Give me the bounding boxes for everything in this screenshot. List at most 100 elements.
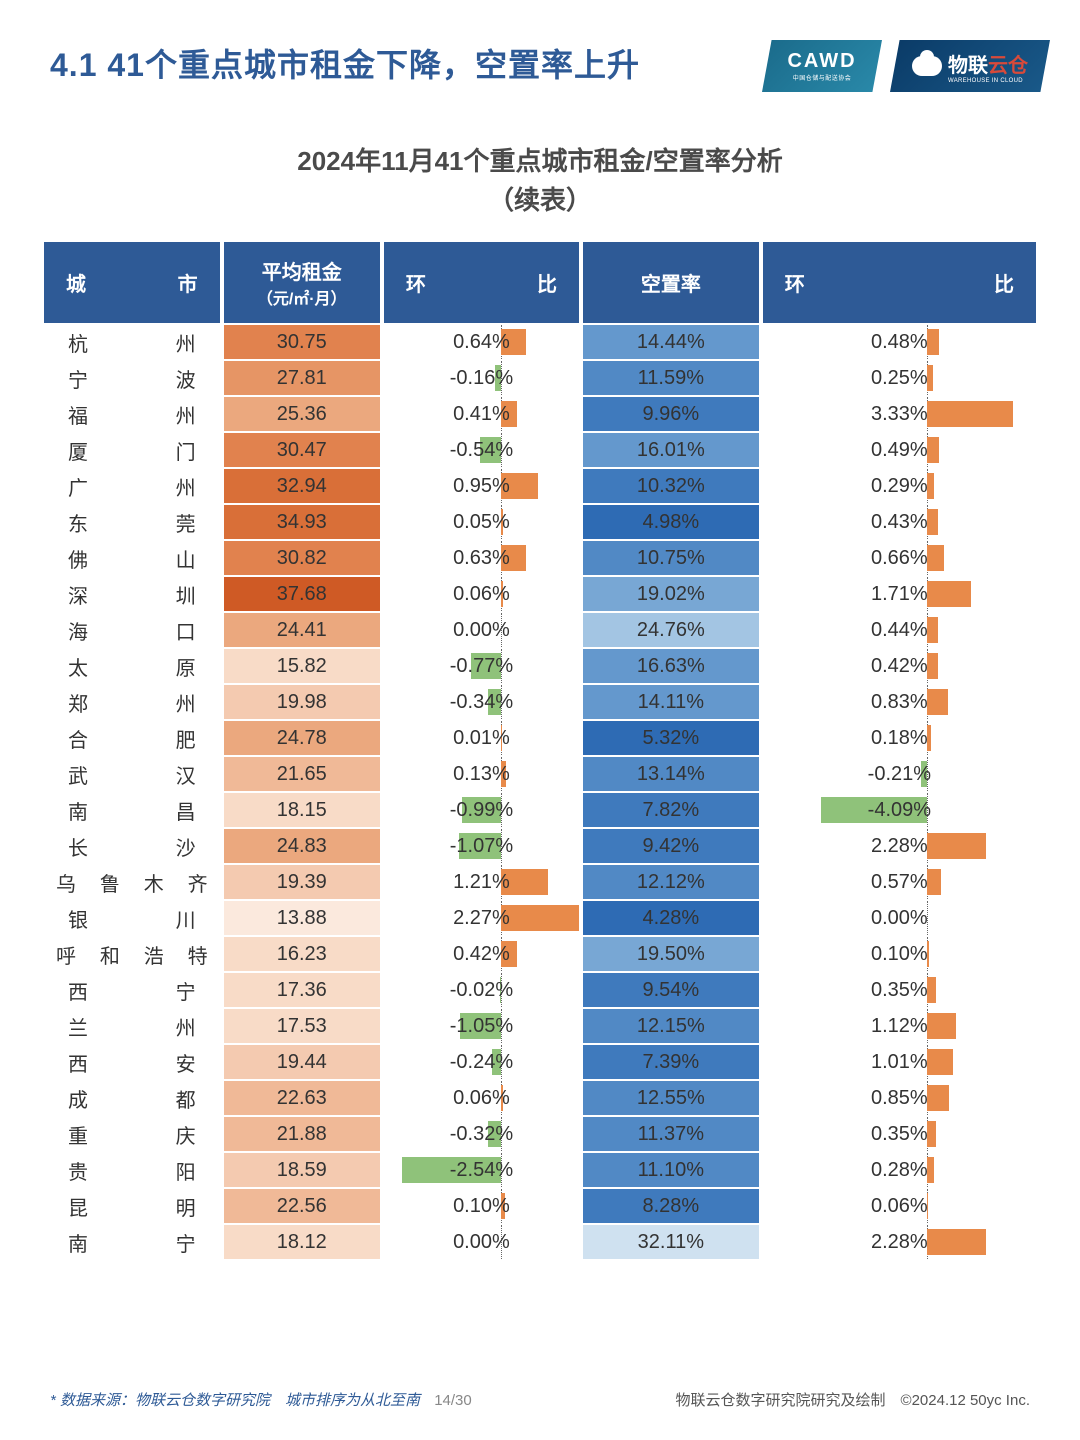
rent-mom-cell: -0.24% [384, 1045, 579, 1079]
vacancy-mom-cell: 0.25% [763, 361, 1036, 395]
vacancy-mom-cell: 0.57% [763, 865, 1036, 899]
rent-mom-cell: 0.41% [384, 397, 579, 431]
vacancy-mom-cell: 2.28% [763, 1225, 1036, 1259]
table-title: 2024年11月41个重点城市租金/空置率分析 （续表） [0, 142, 1080, 220]
table-row: 贵阳18.59-2.54%11.10%0.28% [44, 1153, 1036, 1187]
vacancy-mom-cell: 0.35% [763, 973, 1036, 1007]
vacancy-cell: 5.32% [583, 721, 759, 755]
header: 4.1 41个重点城市租金下降，空置率上升 CAWD 中国仓储与配送协会 物联云… [0, 0, 1080, 102]
vacancy-mom-cell: 1.01% [763, 1045, 1036, 1079]
vacancy-cell: 4.28% [583, 901, 759, 935]
vacancy-cell: 12.15% [583, 1009, 759, 1043]
vacancy-mom-cell: 0.83% [763, 685, 1036, 719]
city-name: 兰州 [44, 1012, 220, 1041]
rent-cell: 16.23 [224, 937, 380, 971]
city-name: 厦门 [44, 436, 220, 465]
vacancy-mom-cell: 0.35% [763, 1117, 1036, 1151]
footer-source: * 数据来源：物联云仓数字研究院 城市排序为从北至南 [50, 1392, 420, 1409]
page-title: 4.1 41个重点城市租金下降，空置率上升 [50, 40, 640, 86]
rent-mom-cell: -0.32% [384, 1117, 579, 1151]
vacancy-cell: 10.75% [583, 541, 759, 575]
city-name: 海口 [44, 616, 220, 645]
city-name: 杭州 [44, 328, 220, 357]
rent-cell: 22.63 [224, 1081, 380, 1115]
city-name: 郑州 [44, 688, 220, 717]
city-name: 重庆 [44, 1120, 220, 1149]
footer-credit: 物联云仓数字研究院研究及绘制 ©2024.12 50yc Inc. [676, 1389, 1030, 1410]
vacancy-cell: 11.59% [583, 361, 759, 395]
rent-cell: 37.68 [224, 577, 380, 611]
vacancy-cell: 8.28% [583, 1189, 759, 1223]
city-name: 太原 [44, 652, 220, 681]
table-row: 昆明22.560.10%8.28%0.06% [44, 1189, 1036, 1223]
rent-cell: 19.44 [224, 1045, 380, 1079]
rent-mom-cell: 1.21% [384, 865, 579, 899]
rent-cell: 19.39 [224, 865, 380, 899]
vacancy-mom-cell: 0.28% [763, 1153, 1036, 1187]
vacancy-mom-cell: 0.44% [763, 613, 1036, 647]
rent-mom-cell: 0.42% [384, 937, 579, 971]
cawd-logo: CAWD 中国仓储与配送协会 [762, 40, 882, 92]
table-row: 宁波27.81-0.16%11.59%0.25% [44, 361, 1036, 395]
vacancy-cell: 11.37% [583, 1117, 759, 1151]
rent-mom-cell: 2.27% [384, 901, 579, 935]
rent-cell: 21.65 [224, 757, 380, 791]
rent-cell: 27.81 [224, 361, 380, 395]
th-city: 城市 [44, 242, 220, 323]
vacancy-cell: 9.42% [583, 829, 759, 863]
vacancy-cell: 9.54% [583, 973, 759, 1007]
vacancy-mom-cell: 2.28% [763, 829, 1036, 863]
city-name: 佛山 [44, 544, 220, 573]
th-rent: 平均租金（元/㎡·月） [224, 242, 380, 323]
city-name: 成都 [44, 1084, 220, 1113]
table-row: 佛山30.820.63%10.75%0.66% [44, 541, 1036, 575]
city-name: 西安 [44, 1048, 220, 1077]
table-row: 厦门30.47-0.54%16.01%0.49% [44, 433, 1036, 467]
city-name: 银川 [44, 904, 220, 933]
vacancy-mom-cell: 3.33% [763, 397, 1036, 431]
city-name: 呼和浩特 [44, 940, 220, 969]
city-name: 东莞 [44, 508, 220, 537]
city-name: 贵阳 [44, 1156, 220, 1185]
vacancy-mom-cell: 0.49% [763, 433, 1036, 467]
vacancy-mom-cell: 0.29% [763, 469, 1036, 503]
rent-cell: 24.41 [224, 613, 380, 647]
footer: * 数据来源：物联云仓数字研究院 城市排序为从北至南 14/30 物联云仓数字研… [0, 1389, 1080, 1410]
rent-mom-cell: 0.01% [384, 721, 579, 755]
rent-mom-cell: -0.16% [384, 361, 579, 395]
rent-cell: 18.15 [224, 793, 380, 827]
vacancy-mom-cell: 0.48% [763, 325, 1036, 359]
wlyc-logo-text: 物联云仓 [948, 49, 1028, 78]
rent-mom-cell: -0.02% [384, 973, 579, 1007]
rent-mom-cell: 0.95% [384, 469, 579, 503]
vacancy-mom-cell: 0.18% [763, 721, 1036, 755]
table-row: 深圳37.680.06%19.02%1.71% [44, 577, 1036, 611]
vacancy-mom-cell: 0.00% [763, 901, 1036, 935]
vacancy-cell: 12.12% [583, 865, 759, 899]
table-row: 银川13.882.27%4.28%0.00% [44, 901, 1036, 935]
vacancy-cell: 16.63% [583, 649, 759, 683]
table-row: 呼和浩特16.230.42%19.50%0.10% [44, 937, 1036, 971]
vacancy-mom-cell: 1.12% [763, 1009, 1036, 1043]
vacancy-mom-cell: 0.42% [763, 649, 1036, 683]
rent-mom-cell: -1.05% [384, 1009, 579, 1043]
table-row: 杭州30.750.64%14.44%0.48% [44, 325, 1036, 359]
city-name: 长沙 [44, 832, 220, 861]
city-name: 南宁 [44, 1228, 220, 1257]
wlyc-logo: 物联云仓 WAREHOUSE IN CLOUD [890, 40, 1050, 92]
rent-mom-cell: 0.00% [384, 613, 579, 647]
rent-cell: 15.82 [224, 649, 380, 683]
table-row: 福州25.360.41%9.96%3.33% [44, 397, 1036, 431]
vacancy-cell: 4.98% [583, 505, 759, 539]
footer-page: 14/30 [434, 1392, 472, 1409]
city-name: 西宁 [44, 976, 220, 1005]
rent-cell: 18.12 [224, 1225, 380, 1259]
table-row: 成都22.630.06%12.55%0.85% [44, 1081, 1036, 1115]
city-name: 广州 [44, 472, 220, 501]
vacancy-cell: 7.39% [583, 1045, 759, 1079]
table-row: 重庆21.88-0.32%11.37%0.35% [44, 1117, 1036, 1151]
rent-mom-cell: 0.10% [384, 1189, 579, 1223]
city-name: 武汉 [44, 760, 220, 789]
rent-cell: 25.36 [224, 397, 380, 431]
table-title-line1: 2024年11月41个重点城市租金/空置率分析 [0, 142, 1080, 181]
